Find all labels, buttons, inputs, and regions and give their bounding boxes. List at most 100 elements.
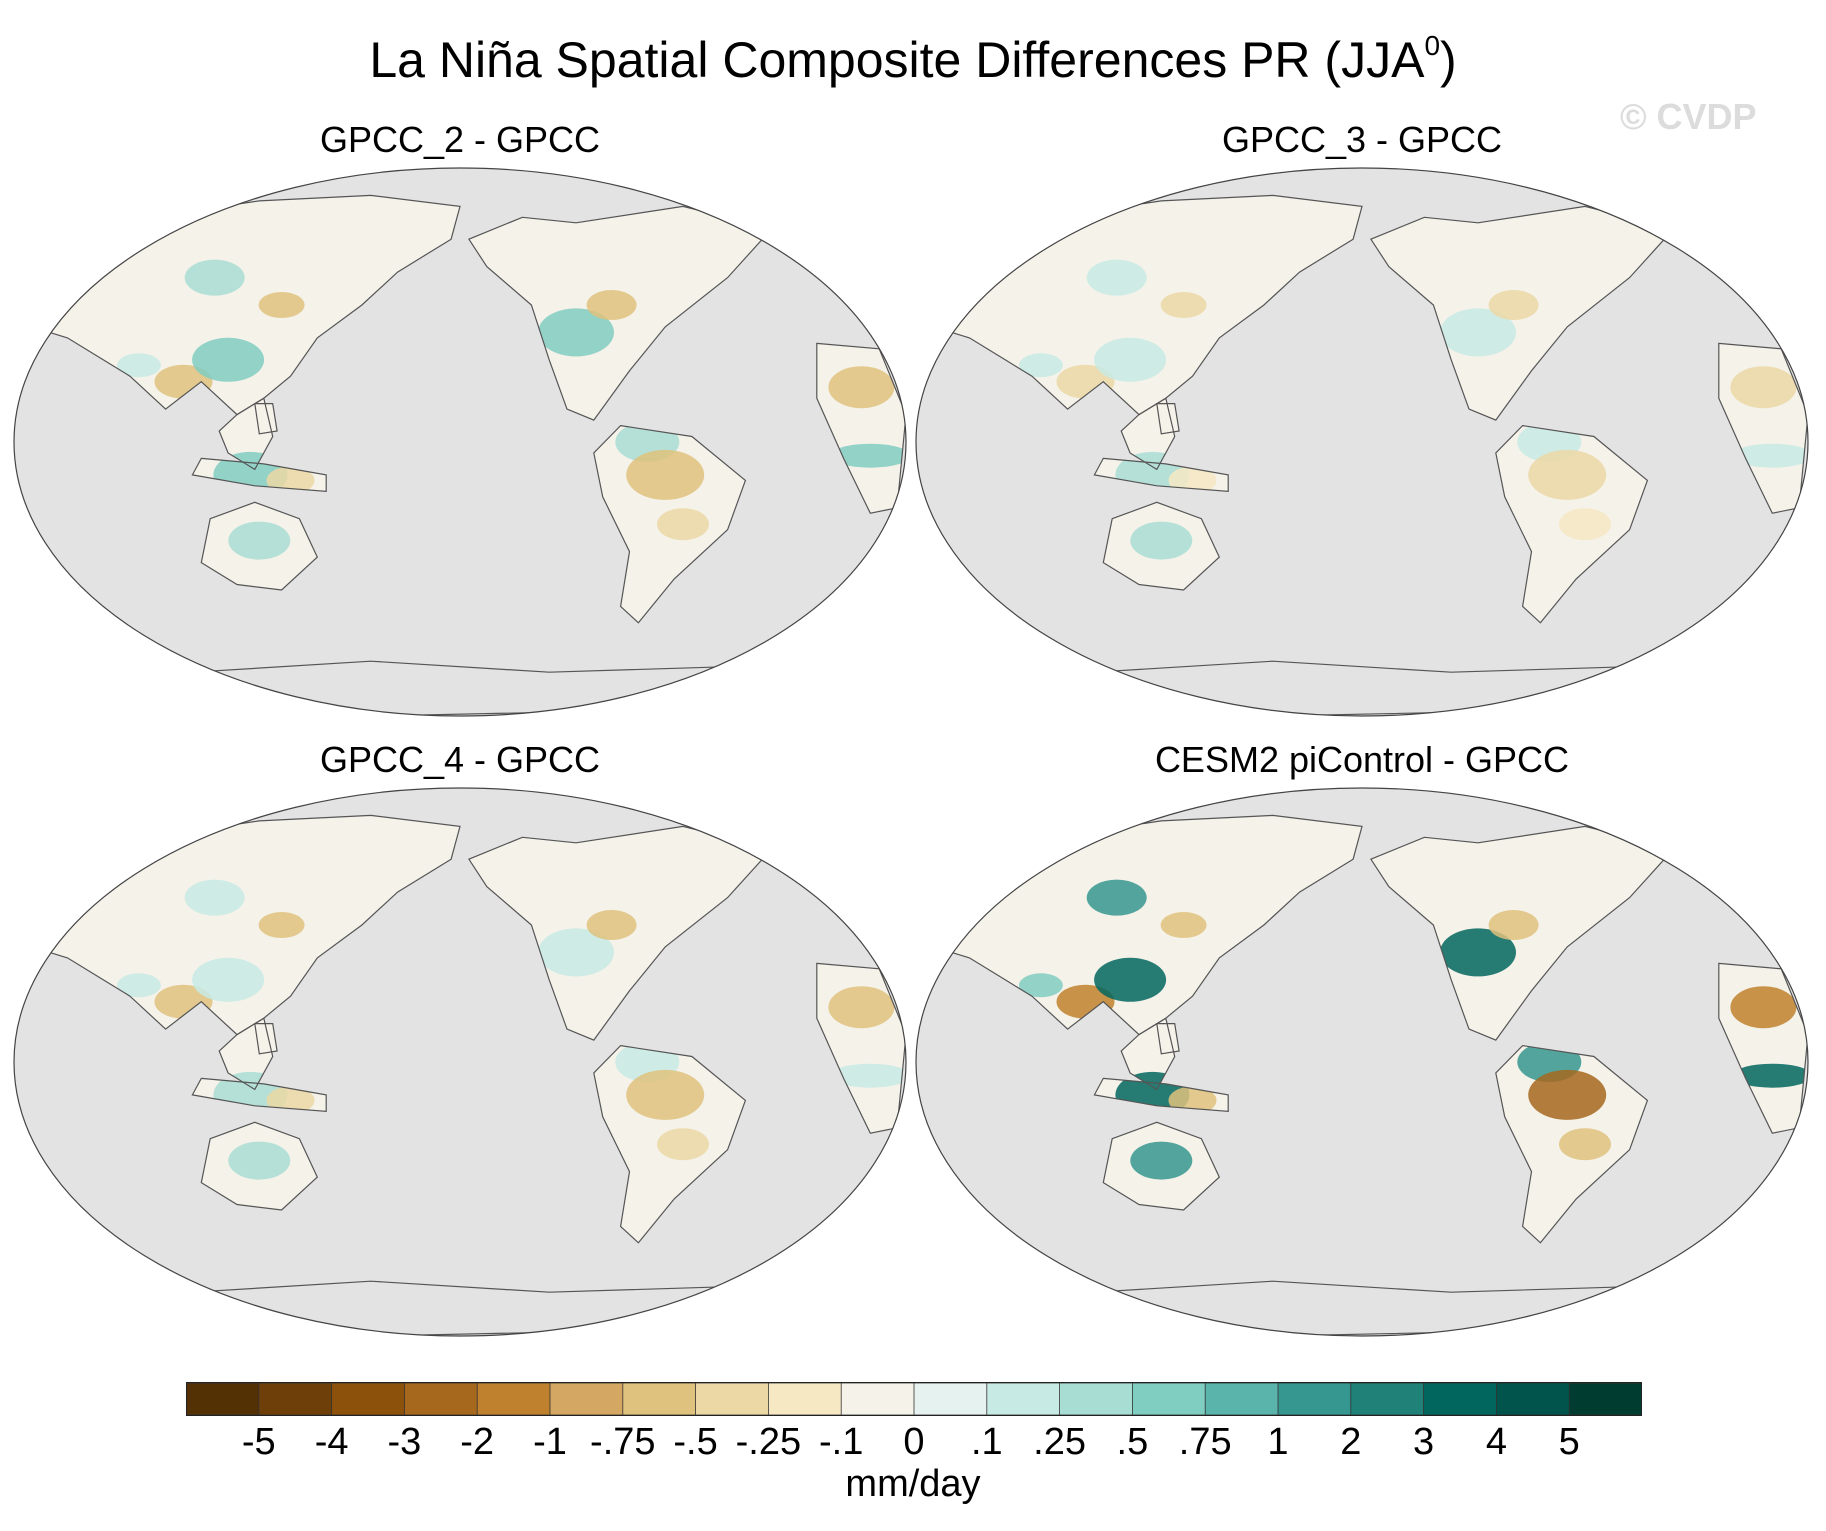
anomaly-patch: [1732, 443, 1808, 468]
colorbar-tick-label: 3: [1413, 1421, 1435, 1463]
colorbar-tick-label: -2: [460, 1421, 495, 1463]
colorbar-swatch: [476, 1382, 551, 1416]
colorbar-swatch: [1568, 1382, 1642, 1416]
anomaly-patch: [828, 986, 895, 1029]
colorbar-swatch: [549, 1382, 624, 1416]
coastline: [924, 194, 1363, 416]
title-superscript: 0: [1424, 30, 1441, 61]
land-philippines: [254, 403, 278, 434]
colorbar-swatch: [1350, 1382, 1425, 1416]
coastline: [1495, 424, 1649, 624]
anomaly-patch: [1528, 449, 1607, 500]
anomaly-patch: [1730, 986, 1797, 1029]
colorbar-swatch: [1132, 1382, 1207, 1416]
land-philippines: [254, 1023, 278, 1054]
colorbar-tick-label: 2: [1340, 1421, 1362, 1463]
colorbar-swatch: [986, 1382, 1061, 1416]
coastline: [1093, 1077, 1229, 1112]
anomaly-patch: [258, 912, 305, 938]
colorbar: [186, 1382, 1642, 1416]
coastline: [191, 457, 327, 492]
land-greenland: [763, 184, 844, 240]
anomaly-patch: [1488, 290, 1539, 320]
colorbar-tick-label: .5: [1116, 1421, 1149, 1463]
map-border: [915, 787, 1809, 1337]
anomaly-patch: [1160, 292, 1207, 318]
anomaly-patch: [1130, 521, 1193, 560]
colorbar-units: mm/day: [845, 1463, 981, 1505]
colorbar-tick-label: .1: [970, 1421, 1003, 1463]
panel-title: GPCC_2 - GPCC: [319, 119, 601, 160]
coastline: [1102, 501, 1221, 591]
anomaly-patch: [258, 292, 305, 318]
coastline: [22, 814, 461, 1036]
land-antarctica: [192, 661, 773, 716]
panel-title: GPCC_4 - GPCC: [319, 739, 601, 780]
colorbar-tick-label: 1: [1267, 1421, 1289, 1463]
coastline: [1120, 397, 1176, 471]
colorbar-swatch: [1277, 1382, 1352, 1416]
anomaly-patch: [1130, 1141, 1193, 1180]
anomaly-patch: [1559, 1128, 1611, 1161]
anomaly-patch: [828, 366, 895, 409]
colorbar-swatch: [768, 1382, 843, 1416]
colorbar-swatch: [840, 1382, 915, 1416]
anomaly-patch: [1018, 973, 1063, 998]
anomaly-patch: [586, 910, 637, 940]
colorbar-swatch: [258, 1382, 333, 1416]
colorbar-swatch: [622, 1382, 697, 1416]
colorbar-swatch: [1423, 1382, 1498, 1416]
coastline: [593, 1044, 747, 1244]
colorbar-tick-label: -.1: [819, 1421, 864, 1463]
colorbar-tick-label: -3: [387, 1421, 422, 1463]
anomaly-patch: [228, 1141, 291, 1180]
land-antarctica: [1094, 661, 1675, 716]
colorbar-swatch: [186, 1382, 260, 1416]
coastline: [200, 501, 319, 591]
map-panel-gpcc2: GPCC_2 - GPCC: [10, 118, 910, 718]
coastline: [1495, 1044, 1649, 1244]
coastline: [816, 962, 906, 1134]
anomaly-patch: [1732, 1063, 1808, 1088]
main-title: La Niña Spatial Composite Differences PR…: [0, 30, 1826, 90]
land-greenland: [763, 804, 844, 860]
anomaly-patch: [1488, 910, 1539, 940]
map-gpcc2: [13, 167, 907, 717]
coastline: [191, 1077, 327, 1112]
coastline: [1093, 457, 1229, 492]
cvdp-watermark: © CVDP: [1620, 96, 1757, 137]
colorbar-swatch: [1204, 1382, 1279, 1416]
coastline: [924, 814, 1363, 1036]
land-greenland: [1665, 184, 1746, 240]
anomaly-patch: [1086, 259, 1147, 296]
anomaly-patch: [1094, 957, 1167, 1002]
anomaly-patch: [1528, 1069, 1607, 1120]
colorbar-tick-label: 0: [903, 1421, 925, 1463]
colorbar-tick-label: .75: [1178, 1421, 1232, 1463]
anomaly-patch: [830, 443, 906, 468]
colorbar-tick-label: 4: [1485, 1421, 1507, 1463]
map-border: [13, 167, 907, 717]
land-philippines: [1156, 1023, 1180, 1054]
coastline: [1156, 403, 1180, 435]
colorbar-swatch: [403, 1382, 479, 1416]
map-gpcc4: [13, 787, 907, 1337]
coastline: [1156, 1023, 1180, 1055]
anomaly-patch: [657, 508, 709, 541]
anomaly-patch: [192, 957, 265, 1002]
coastline: [1664, 183, 1747, 240]
land-greenland: [1665, 804, 1746, 860]
colorbar-swatch: [1059, 1382, 1134, 1416]
title-text: La Niña Spatial Composite Differences PR…: [369, 32, 1425, 88]
anomaly-patch: [538, 308, 614, 357]
anomaly-patch: [626, 1069, 705, 1120]
anomaly-patch: [626, 449, 705, 500]
colorbar-swatch: [1496, 1382, 1571, 1416]
anomaly-patch: [657, 1128, 709, 1161]
colorbar-frame: [186, 1382, 1642, 1416]
coastline: [1120, 1017, 1176, 1091]
colorbar-tick-label: -4: [314, 1421, 349, 1463]
colorbar-tick-label: -5: [241, 1421, 276, 1463]
coastline: [593, 424, 747, 624]
panel-title: GPCC_3 - GPCC: [1221, 119, 1503, 160]
